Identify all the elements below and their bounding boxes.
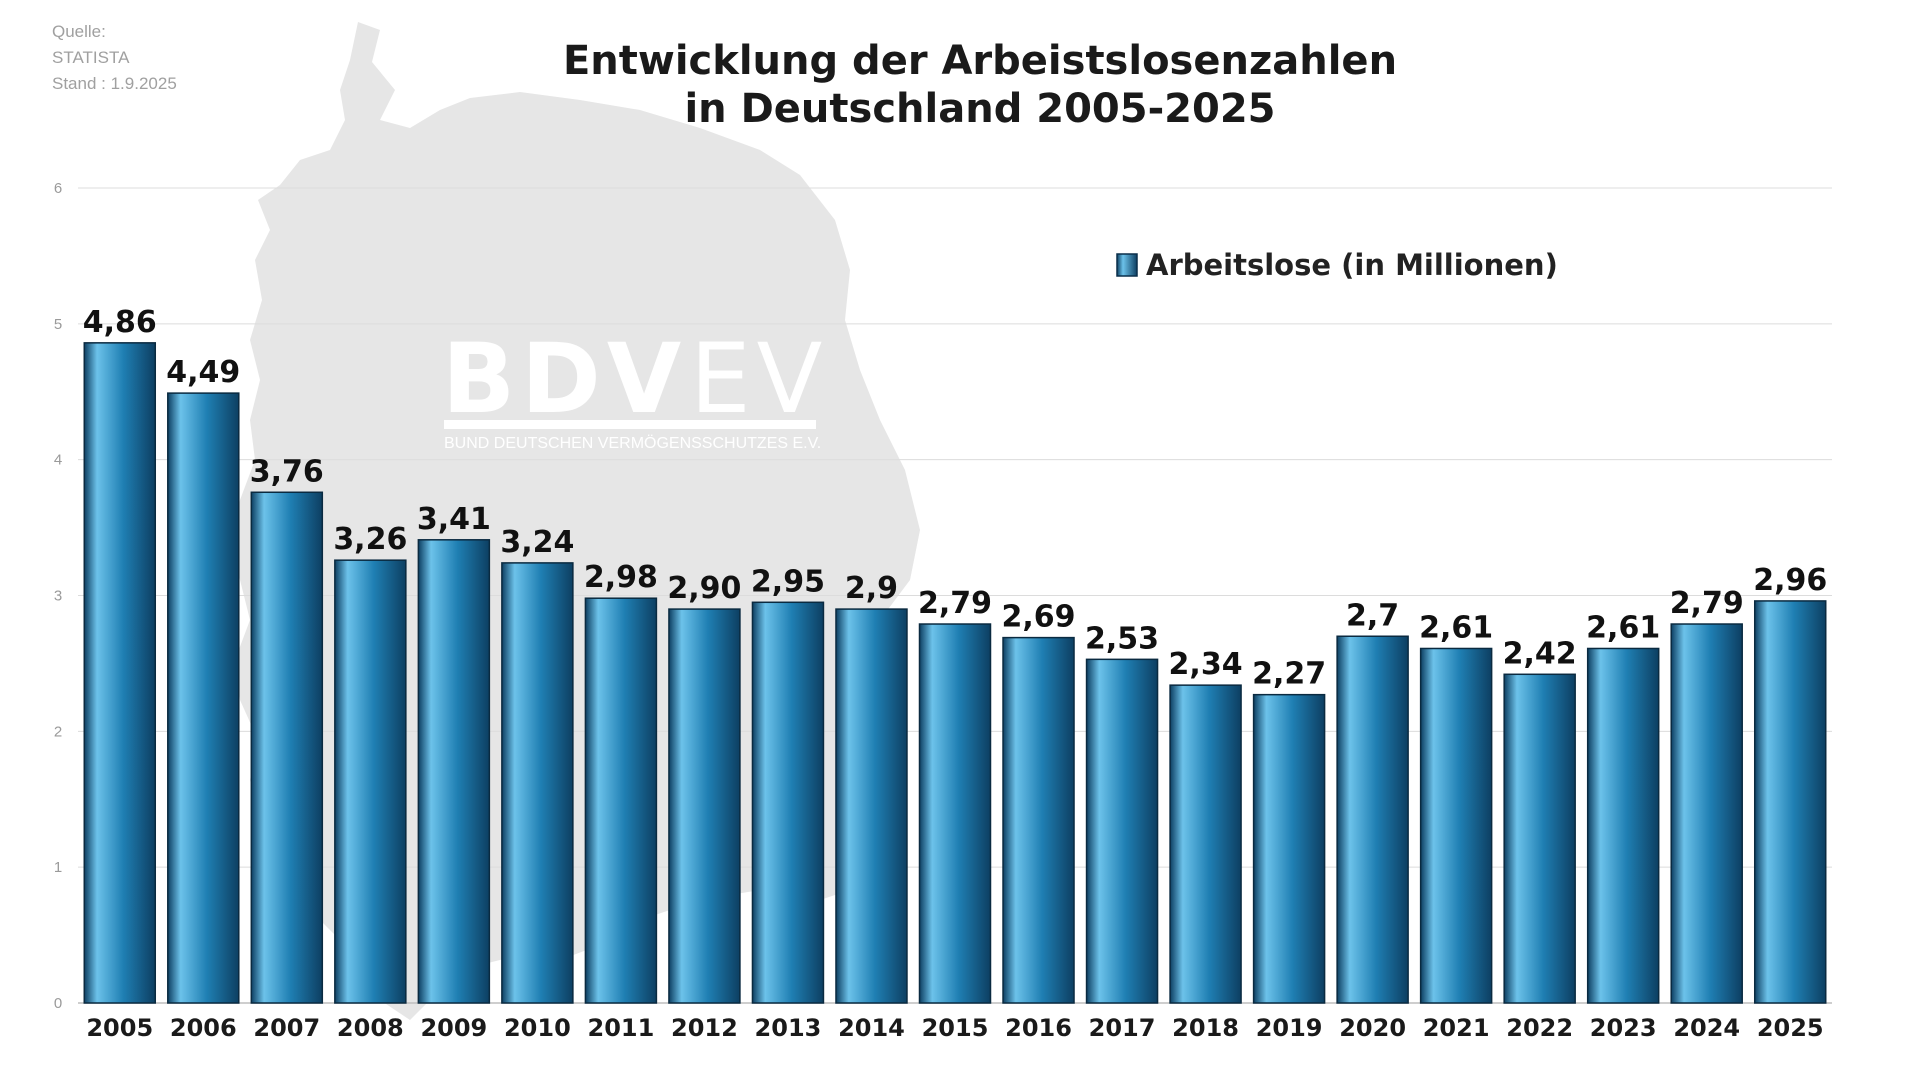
x-tick-label-2016: 2016: [1005, 1014, 1072, 1042]
bar-2022: [1503, 673, 1576, 1004]
x-tick-label-2019: 2019: [1256, 1014, 1323, 1042]
bar-2010: [501, 562, 574, 1004]
data-label-2005: 4,86: [83, 305, 157, 340]
bar-2014: [835, 608, 908, 1004]
data-label-2024: 2,79: [1670, 586, 1744, 621]
x-tick-label-2006: 2006: [170, 1014, 237, 1042]
data-label-2022: 2,42: [1503, 636, 1577, 671]
legend-swatch: [1116, 253, 1138, 277]
data-label-2020: 2,7: [1346, 598, 1399, 633]
x-tick-label-2025: 2025: [1757, 1014, 1824, 1042]
bar-2012: [668, 608, 741, 1004]
x-tick-label-2009: 2009: [420, 1014, 487, 1042]
legend: Arbeitslose (in Millionen): [1116, 248, 1558, 282]
bar-2005: [83, 342, 157, 1004]
data-label-2006: 4,49: [166, 355, 240, 390]
bar-2008: [334, 559, 407, 1004]
bar-2011: [584, 597, 658, 1004]
source-date: Stand : 1.9.2025: [52, 74, 177, 93]
data-label-2012: 2,90: [667, 571, 741, 606]
x-tick-label-2015: 2015: [922, 1014, 989, 1042]
y-tick-label: 3: [54, 588, 62, 605]
y-tick-label: 1: [54, 859, 62, 876]
x-tick-label-2017: 2017: [1089, 1014, 1156, 1042]
bar-2019: [1252, 693, 1326, 1004]
watermark-logo-bold: BDV: [442, 323, 687, 435]
bar-2024: [1670, 623, 1743, 1004]
x-tick-label-2007: 2007: [253, 1014, 320, 1042]
bar-2021: [1419, 647, 1493, 1004]
data-label-2025: 2,96: [1753, 563, 1827, 598]
x-tick-label-2005: 2005: [86, 1014, 153, 1042]
data-label-2017: 2,53: [1085, 621, 1159, 656]
y-tick-label: 4: [54, 452, 62, 469]
data-label-2009: 3,41: [417, 502, 491, 537]
data-label-2018: 2,34: [1169, 647, 1243, 682]
data-label-2014: 2,9: [845, 571, 898, 606]
bar-2017: [1085, 658, 1159, 1004]
data-label-2011: 2,98: [584, 560, 658, 595]
bar-2006: [167, 392, 240, 1004]
bar-2020: [1336, 635, 1409, 1004]
x-tick-label-2022: 2022: [1506, 1014, 1573, 1042]
y-tick-label: 0: [54, 995, 62, 1012]
data-label-2007: 3,76: [250, 454, 324, 489]
data-label-2016: 2,69: [1002, 600, 1076, 635]
bar-2018: [1169, 684, 1242, 1004]
data-label-2008: 3,26: [333, 522, 407, 557]
watermark-logo: BDV EV BUND DEUTSCHEN VERMÖGENSSCHUTZES …: [442, 323, 828, 452]
bar-2025: [1753, 600, 1827, 1004]
chart-title-line-1: Entwicklung der Arbeistslosenzahlen: [563, 38, 1397, 84]
data-label-2023: 2,61: [1586, 610, 1660, 645]
bar-2016: [1002, 636, 1075, 1004]
watermark-logo-light: EV: [690, 323, 828, 435]
x-tick-label-2010: 2010: [504, 1014, 571, 1042]
data-label-2013: 2,95: [751, 564, 825, 599]
bar-2023: [1586, 647, 1660, 1004]
y-tick-label: 5: [54, 316, 62, 333]
x-tick-label-2011: 2011: [588, 1014, 655, 1042]
data-label-2010: 3,24: [500, 525, 574, 560]
bar-2007: [250, 491, 324, 1004]
bar-2015: [918, 623, 992, 1004]
bar-2009: [417, 539, 491, 1004]
y-tick-label: 6: [54, 180, 62, 197]
data-label-2019: 2,27: [1252, 657, 1326, 692]
x-tick-label-2024: 2024: [1673, 1014, 1740, 1042]
x-tick-label-2020: 2020: [1339, 1014, 1406, 1042]
watermark-subtitle: BUND DEUTSCHEN VERMÖGENSSCHUTZES E.V.: [444, 434, 821, 452]
x-tick-label-2012: 2012: [671, 1014, 738, 1042]
y-tick-label: 2: [54, 723, 62, 740]
data-label-2015: 2,79: [918, 586, 992, 621]
chart-title-line-2: in Deutschland 2005-2025: [684, 86, 1275, 132]
x-tick-label-2023: 2023: [1590, 1014, 1657, 1042]
source-name: STATISTA: [52, 48, 130, 67]
data-label-2021: 2,61: [1419, 610, 1493, 645]
bar-2013: [751, 601, 825, 1004]
x-tick-label-2013: 2013: [755, 1014, 822, 1042]
source-label: Quelle:: [52, 22, 106, 41]
x-tick-label-2021: 2021: [1423, 1014, 1490, 1042]
x-tick-label-2008: 2008: [337, 1014, 404, 1042]
x-tick-label-2018: 2018: [1172, 1014, 1239, 1042]
x-tick-label-2014: 2014: [838, 1014, 905, 1042]
legend-label: Arbeitslose (in Millionen): [1146, 248, 1558, 282]
